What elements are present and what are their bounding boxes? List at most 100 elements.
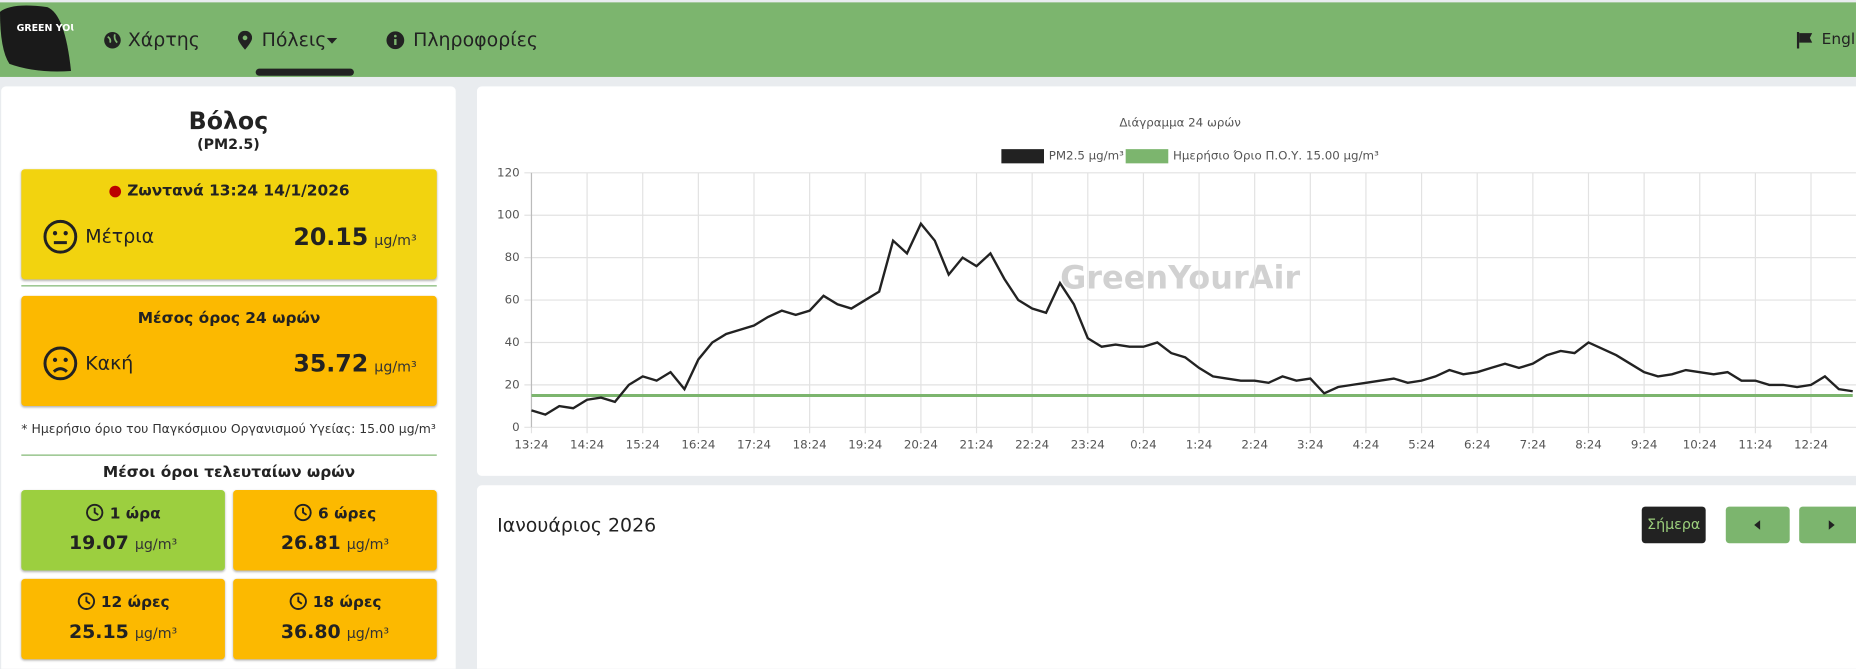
unit: μg/m³ — [134, 624, 178, 642]
face-neutral — [43, 219, 78, 254]
x-tick-label: 21:24 — [959, 438, 993, 452]
clock-icon — [289, 592, 307, 610]
live-box — [21, 169, 437, 280]
series-line — [531, 221, 1853, 416]
chart: Διάγραμμα 24 ωρών GreenYourAir 0 20 40 60 80… — [497, 116, 1856, 452]
unit: μg/m³ — [374, 231, 417, 249]
globe-icon — [104, 31, 121, 49]
x-tick-label: 14:24 — [570, 438, 604, 452]
tile-label: 1 ώρα — [109, 505, 161, 524]
live-text: Ζωντανά 13:24 14/1/2026 — [127, 182, 350, 201]
x-tick-label: 16:24 — [681, 438, 715, 452]
tile-value-group: 19.07 μg/m³ — [21, 531, 225, 553]
y-tick-label: 100 — [497, 208, 520, 222]
recent-tile: 18 ώρες 36.80 μg/m³ — [233, 578, 437, 660]
language[interactable]: English — [1821, 30, 1856, 49]
legend-label: PM2.5 μg/m³ — [1049, 149, 1124, 163]
prev-button[interactable] — [1725, 506, 1790, 544]
x-tick-label: 15:24 — [626, 438, 660, 452]
x-tick-label: 1:24 — [1186, 438, 1213, 452]
clock-icon — [294, 503, 312, 522]
clock-icon — [86, 503, 104, 522]
tile-value: 19.07 — [68, 531, 129, 554]
tile-label: 18 ώρες — [312, 594, 382, 612]
x-tick-label: 3:24 — [1297, 438, 1324, 452]
x-tick-label: 10:24 — [1683, 438, 1717, 452]
avg-value-group: 35.72 μg/m³ — [237, 349, 417, 378]
legend-swatch — [1001, 149, 1044, 164]
x-tick-label: 12:24 — [1794, 438, 1828, 452]
next-button[interactable] — [1799, 506, 1856, 544]
y-tick-label: 60 — [505, 293, 520, 307]
x-tick-label: 23:24 — [1071, 438, 1105, 452]
legend-swatch — [1125, 149, 1169, 164]
city-name: Βόλος — [188, 106, 269, 135]
live-label: ● Ζωντανά 13:24 14/1/2026 — [108, 182, 350, 201]
x-tick-label: 8:24 — [1575, 438, 1602, 452]
nav-cities[interactable]: Πόλεις — [261, 28, 327, 51]
live-value-group: 20.15 μg/m³ — [237, 222, 417, 251]
navbar — [0, 2, 1856, 77]
logo-text: GREEN YOUR AIR — [17, 23, 74, 34]
avg-label: Μέσος όρος 24 ωρών — [137, 310, 321, 328]
live-value: 20.15 — [293, 222, 369, 251]
unit: μg/m³ — [374, 358, 417, 376]
logo[interactable]: GREEN YOUR AIR — [0, 2, 73, 73]
x-tick-label: 0:24 — [1130, 438, 1157, 452]
calendar-month: Ιανουάριος 2026 — [497, 513, 657, 537]
tile-value: 26.81 — [280, 531, 341, 554]
x-tick-label: 5:24 — [1408, 438, 1435, 452]
tile-header: 6 ώρες — [233, 503, 437, 523]
tile-value-group: 26.81 μg/m³ — [233, 531, 437, 553]
tile-value-group: 36.80 μg/m³ — [233, 620, 437, 642]
x-tick-label: 13:24 — [514, 438, 548, 452]
x-tick-label: 6:24 — [1464, 438, 1491, 452]
today-button[interactable]: Σήμερα — [1641, 506, 1706, 544]
nav-info[interactable]: Πληροφορίες — [413, 28, 539, 51]
recent-tile: 12 ώρες 25.15 μg/m³ — [21, 578, 225, 660]
avg-status: Κακή — [85, 351, 134, 375]
x-tick-label: 11:24 — [1738, 438, 1772, 452]
unit: μg/m³ — [346, 536, 390, 553]
tile-header: 18 ώρες — [233, 592, 437, 612]
y-tick-label: 0 — [512, 420, 520, 434]
legend-label: Ημερήσιο Όριο Π.Ο.Υ. 15.00 μg/m³ — [1173, 149, 1379, 163]
recent-tile: 1 ώρα 19.07 μg/m³ — [21, 490, 225, 571]
x-tick-label: 7:24 — [1520, 438, 1547, 452]
tile-label: 6 ώρες — [318, 505, 377, 524]
prev-icon — [1754, 520, 1761, 530]
active-underline — [255, 68, 354, 76]
flag-icon — [1796, 31, 1813, 49]
y-tick-label: 40 — [505, 335, 520, 349]
x-tick-label: 2:24 — [1241, 438, 1268, 452]
tile-label: 12 ώρες — [100, 594, 170, 612]
recent-title: Μέσοι όροι τελευταίων ωρών — [102, 463, 356, 482]
info-icon — [386, 31, 405, 50]
tile-header: 1 ώρα — [21, 503, 225, 523]
divider — [21, 454, 437, 456]
y-tick-label: 80 — [505, 250, 520, 264]
tile-value-group: 25.15 μg/m³ — [21, 620, 225, 642]
avg-value: 35.72 — [293, 349, 369, 378]
watermark: GreenYourAir — [1060, 258, 1300, 296]
calendar-card — [477, 485, 1856, 669]
x-tick-label: 20:24 — [904, 438, 938, 452]
tile-header: 12 ώρες — [21, 592, 225, 612]
clock-icon — [77, 592, 95, 610]
y-tick-label: 120 — [497, 165, 520, 179]
recent-tile: 6 ώρες 26.81 μg/m³ — [233, 490, 437, 571]
unit: μg/m³ — [346, 624, 390, 642]
x-tick-label: 19:24 — [848, 438, 882, 452]
x-tick-label: 17:24 — [737, 438, 771, 452]
caret — [326, 37, 338, 44]
face-sad — [43, 346, 78, 381]
x-tick-label: 18:24 — [793, 438, 827, 452]
pollutant: (PM2.5) — [197, 136, 260, 153]
y-tick-label: 20 — [505, 377, 520, 391]
who-note: * Ημερήσιο όριο του Παγκόσμιου Οργανισμο… — [21, 422, 436, 437]
avg-box — [21, 295, 437, 406]
chart-title: Διάγραμμα 24 ωρών — [1119, 116, 1241, 130]
unit: μg/m³ — [134, 536, 178, 553]
nav-map[interactable]: Χάρτης — [127, 28, 200, 51]
